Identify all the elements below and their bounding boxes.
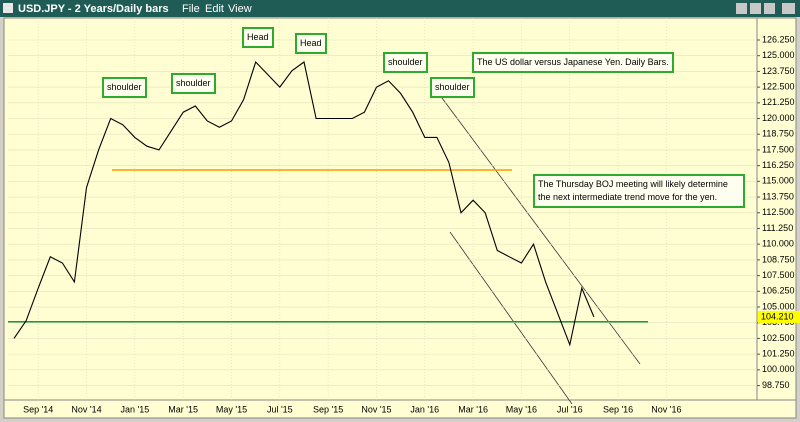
x-tick-label: Nov '14 [71,404,101,414]
y-tick-label: 98.750 [762,380,790,390]
annotation: Head [295,33,327,54]
app-icon[interactable] [3,3,13,13]
y-tick-label: 107.500 [762,270,795,280]
y-tick-label: 125.000 [762,50,795,60]
x-tick-label: Jan '15 [120,404,149,414]
y-tick-label: 100.000 [762,364,795,374]
y-tick-label: 121.250 [762,97,795,107]
y-tick-label: 126.250 [762,34,795,44]
y-tick-label: 118.750 [762,129,794,139]
y-tick-label: 105.000 [762,301,795,311]
last-price-label: 104.210 [761,311,794,321]
title-bar [0,0,800,17]
annotation: shoulder [383,52,428,73]
annotation: shoulder [102,77,147,98]
annotation: shoulder [171,73,216,94]
trend-channel [449,231,573,405]
annotation: The Thursday BOJ meeting will likely det… [533,174,745,208]
y-tick-label: 122.500 [762,81,795,91]
minimize-button[interactable] [736,3,747,14]
y-tick-label: 117.500 [762,144,794,154]
x-tick-label: Jan '16 [410,404,439,414]
y-tick-label: 108.750 [762,254,795,264]
y-tick-label: 101.250 [762,349,795,359]
x-tick-label: Sep '14 [23,404,53,414]
last-price-box [758,310,800,323]
y-tick-label: 123.750 [762,66,795,76]
x-tick-label: May '15 [216,404,247,414]
annotation: shoulder [430,77,475,98]
y-tick-label: 115.000 [762,176,794,186]
x-tick-label: Sep '15 [313,404,343,414]
annotation: The US dollar versus Japanese Yen. Daily… [472,52,674,73]
y-tick-label: 106.250 [762,286,795,296]
annotation: Head [242,27,274,48]
x-tick-label: Mar '15 [168,404,198,414]
y-tick-label: 111.250 [762,223,793,233]
y-tick-label: 113.750 [762,191,794,201]
trend-channel [441,97,641,365]
menu-item[interactable]: Edit [205,3,224,15]
maximize-button[interactable] [764,3,775,14]
x-tick-label: May '16 [506,404,537,414]
x-tick-label: Mar '16 [458,404,488,414]
x-tick-label: Jul '16 [557,404,583,414]
menu-item[interactable]: View [228,3,252,15]
y-tick-label: 120.000 [762,113,795,123]
x-tick-label: Sep '16 [603,404,633,414]
y-tick-label: 116.250 [762,160,794,170]
window-title: USD.JPY - 2 Years/Daily bars [18,3,169,15]
close-button[interactable] [782,3,795,14]
x-tick-label: Jul '15 [267,404,293,414]
restore-button[interactable] [750,3,761,14]
x-tick-label: Nov '16 [651,404,681,414]
x-tick-label: Nov '15 [361,404,391,414]
y-tick-label: 112.500 [762,207,794,217]
y-tick-label: 102.500 [762,333,795,343]
y-tick-label: 110.000 [762,239,794,249]
price-line [13,60,595,347]
menu-item[interactable]: File [182,3,200,15]
